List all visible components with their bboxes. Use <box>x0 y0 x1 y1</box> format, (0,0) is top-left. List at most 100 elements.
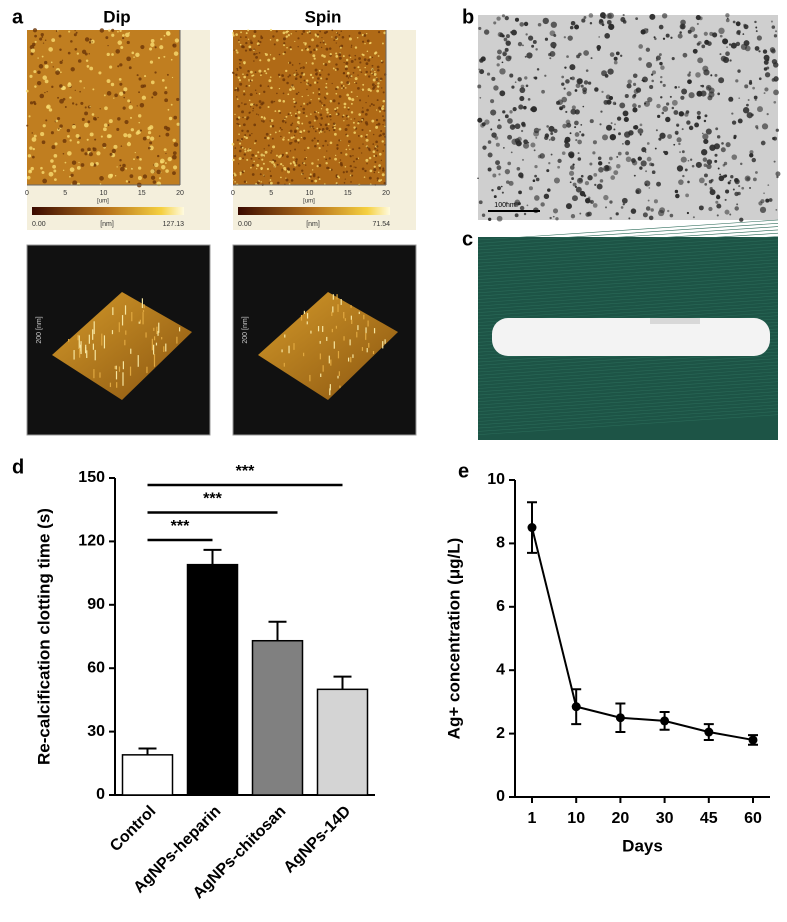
afm-image <box>27 30 180 185</box>
nanoparticle <box>572 182 577 187</box>
nanoparticle <box>716 194 720 198</box>
afm-grain <box>270 119 274 123</box>
fabric <box>477 219 779 241</box>
nanoparticle <box>686 211 690 215</box>
afm-grain <box>268 182 271 184</box>
nanoparticle <box>615 212 619 216</box>
afm-grain <box>336 144 339 147</box>
afm-grain <box>241 110 244 114</box>
nanoparticle <box>609 133 617 141</box>
afm-grain <box>327 73 330 76</box>
nanoparticle <box>625 156 632 163</box>
nanoparticle <box>742 107 750 114</box>
nanoparticle <box>543 193 550 200</box>
nanoparticle <box>549 216 552 220</box>
y-tick-label: 10 <box>487 471 505 488</box>
afm-grain <box>250 166 252 169</box>
fabric <box>477 404 779 426</box>
nanoparticle <box>563 87 566 90</box>
afm-grain <box>317 139 319 142</box>
afm-grain <box>42 75 47 80</box>
afm-grain <box>364 112 368 116</box>
afm-grain <box>327 144 329 146</box>
afm-grain <box>234 147 237 149</box>
colorbar-max: 71.54 <box>372 221 390 228</box>
nanoparticle <box>505 34 510 39</box>
afm-grain <box>300 136 303 139</box>
afm-grain <box>323 155 326 158</box>
afm-grain <box>260 120 263 122</box>
nanoparticle <box>525 84 529 88</box>
afm-grain <box>338 176 341 179</box>
afm-grain <box>283 44 286 47</box>
nanoparticle <box>546 125 549 128</box>
afm-grain <box>30 166 34 171</box>
afm-grain <box>352 148 355 151</box>
afm-grain <box>278 87 281 90</box>
nanoparticle <box>644 180 651 187</box>
afm-grain <box>295 69 298 72</box>
nanoparticle <box>480 123 485 128</box>
afm-grain <box>318 69 321 72</box>
afm-image <box>233 30 386 185</box>
afm-grain <box>289 162 292 165</box>
afm-grain <box>382 119 386 122</box>
afm-grain <box>97 116 99 119</box>
afm-grain <box>373 168 377 172</box>
afm-grain <box>319 41 322 44</box>
nanoparticle <box>649 84 654 90</box>
nanoparticle <box>633 93 637 98</box>
nanoparticle <box>507 134 513 140</box>
afm-grain <box>232 33 234 35</box>
nanoparticle <box>638 44 644 49</box>
nanoparticle <box>604 33 610 39</box>
afm-grain <box>384 144 386 146</box>
afm-grain <box>173 115 178 120</box>
afm-grain <box>307 130 311 133</box>
afm-grain <box>44 91 46 94</box>
nanoparticle <box>574 120 579 126</box>
nanoparticle <box>733 136 737 140</box>
afm-grain <box>247 29 250 32</box>
nanoparticle <box>585 69 589 72</box>
afm-grain <box>54 142 58 146</box>
nanoparticle <box>775 30 778 33</box>
afm-grain <box>297 116 301 120</box>
fabric <box>477 414 779 435</box>
nanoparticle <box>621 197 628 204</box>
afm-grain <box>339 46 342 49</box>
afm-grain <box>365 101 367 104</box>
afm-grain <box>322 63 325 65</box>
afm-grain <box>302 30 306 33</box>
afm-grain <box>276 181 280 185</box>
afm-grain <box>342 85 345 87</box>
afm-grain <box>168 116 173 121</box>
afm-grain <box>136 156 139 159</box>
afm-grain <box>173 51 179 56</box>
afm-grain <box>313 127 315 130</box>
nanoparticle <box>490 99 495 104</box>
nanoparticle <box>479 69 485 75</box>
nanoparticle <box>609 52 615 57</box>
fabric <box>477 242 779 264</box>
afm-grain <box>347 108 350 111</box>
afm-grain <box>376 177 379 180</box>
afm-grain <box>300 81 302 84</box>
afm-grain <box>316 127 319 130</box>
nanoparticle <box>709 189 716 196</box>
fabric <box>477 388 779 409</box>
afm-grain <box>271 137 274 140</box>
afm-grain <box>266 136 270 140</box>
afm-grain <box>318 163 322 167</box>
afm-grain <box>239 142 242 145</box>
afm-grain <box>244 49 248 52</box>
afm-grain <box>150 169 155 174</box>
afm-grain <box>336 67 339 71</box>
nanoparticle <box>493 21 497 25</box>
nanoparticle <box>597 156 602 161</box>
afm-grain <box>339 159 342 161</box>
afm-grain <box>94 117 97 121</box>
nanoparticle <box>767 184 770 186</box>
nanoparticle <box>647 97 653 103</box>
afm-grain <box>364 135 368 138</box>
